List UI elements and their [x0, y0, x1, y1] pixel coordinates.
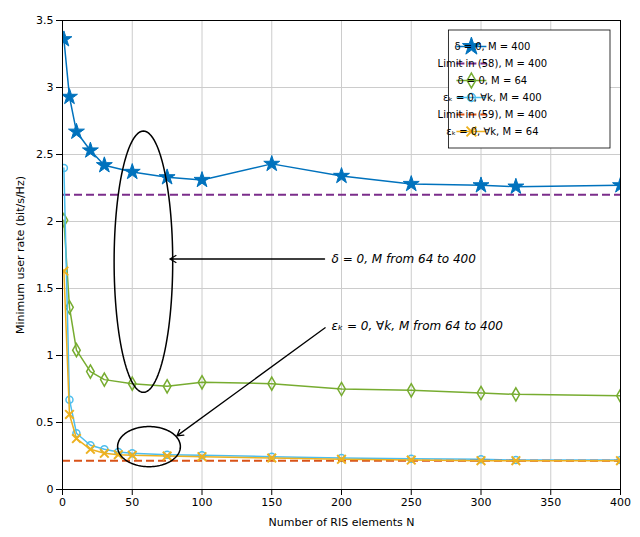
svg-text:1: 1: [47, 349, 54, 362]
svg-text:400: 400: [610, 496, 631, 509]
svg-text:0: 0: [47, 483, 54, 496]
svg-text:εₖ = 0, ∀k, M = 400: εₖ = 0, ∀k, M = 400: [443, 92, 542, 103]
svg-text:350: 350: [540, 496, 561, 509]
svg-text:3.5: 3.5: [36, 14, 54, 27]
svg-text:3: 3: [47, 81, 54, 94]
svg-text:εₖ = 0, ∀k, M from 64 to 400: εₖ = 0, ∀k, M from 64 to 400: [332, 319, 504, 333]
svg-text:Minimum user rate (bit/s/Hz): Minimum user rate (bit/s/Hz): [14, 176, 27, 334]
svg-text:Limit in (58), M = 400: Limit in (58), M = 400: [438, 58, 548, 69]
svg-text:100: 100: [192, 496, 213, 509]
svg-text:δ = 0, M = 64: δ = 0, M = 64: [458, 75, 528, 86]
svg-text:Limit in (59), M = 400: Limit in (59), M = 400: [438, 109, 548, 120]
svg-text:δ = 0, M from 64 to 400: δ = 0, M from 64 to 400: [332, 252, 477, 266]
svg-text:250: 250: [401, 496, 422, 509]
svg-text:Number of RIS elements N: Number of RIS elements N: [269, 516, 415, 529]
svg-text:δ = 0, M = 400: δ = 0, M = 400: [454, 41, 530, 52]
svg-text:2.5: 2.5: [36, 148, 54, 161]
svg-text:0: 0: [59, 496, 66, 509]
svg-text:200: 200: [331, 496, 352, 509]
svg-text:0.5: 0.5: [36, 416, 54, 429]
svg-text:50: 50: [125, 496, 139, 509]
svg-text:2: 2: [47, 215, 54, 228]
svg-text:150: 150: [261, 496, 282, 509]
svg-text:εₖ = 0, ∀k, M = 64: εₖ = 0, ∀k, M = 64: [446, 126, 538, 137]
svg-text:300: 300: [471, 496, 492, 509]
svg-text:1.5: 1.5: [36, 282, 54, 295]
